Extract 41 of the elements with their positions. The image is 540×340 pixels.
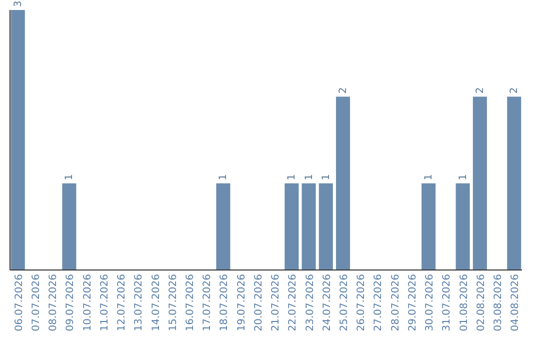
- data-label: 2: [474, 87, 486, 94]
- data-label: 3: [12, 0, 24, 7]
- x-tick-label: 29.07.2026: [407, 274, 418, 332]
- x-tick-label: 12.07.2026: [116, 274, 128, 332]
- x-tick-label: 30.07.2026: [424, 274, 436, 332]
- x-tick-label: 26.07.2026: [356, 274, 368, 332]
- data-label: 1: [424, 174, 435, 180]
- data-label: 1: [218, 174, 230, 180]
- x-tick-label: 07.07.2026: [30, 274, 42, 332]
- x-tick-label: 03.08.2026: [493, 274, 504, 332]
- x-tick-label: 20.07.2026: [253, 274, 264, 332]
- x-tick-label: 04.08.2026: [510, 274, 522, 332]
- x-tick-label: 17.07.2026: [202, 274, 214, 332]
- x-tick-label: 19.07.2026: [236, 274, 248, 332]
- x-tick-label: 08.07.2026: [48, 274, 60, 332]
- x-tick-label: 10.07.2026: [82, 274, 94, 332]
- x-tick-label: 22.07.2026: [288, 274, 299, 332]
- data-label: 1: [320, 174, 332, 180]
- x-tick-label: 09.07.2026: [65, 274, 76, 332]
- x-tick-label: 28.07.2026: [390, 274, 402, 332]
- x-tick-label: 13.07.2026: [134, 274, 145, 332]
- x-tick-label: 23.07.2026: [304, 274, 316, 332]
- x-tick-label: 01.08.2026: [458, 274, 470, 332]
- x-tick-label: 27.07.2026: [373, 274, 384, 332]
- data-label: 1: [286, 174, 298, 180]
- x-tick-label: 15.07.2026: [168, 274, 179, 332]
- x-tick-label: 11.07.2026: [99, 274, 110, 332]
- x-tick-label: 21.07.2026: [270, 274, 282, 332]
- x-tick-label: 31.07.2026: [442, 274, 453, 332]
- x-tick-label: 18.07.2026: [219, 274, 230, 332]
- x-tick-label: 06.07.2026: [14, 274, 25, 332]
- data-label: 1: [64, 174, 76, 180]
- x-tick-label: 24.07.2026: [322, 274, 333, 332]
- x-tick-label: 16.07.2026: [184, 274, 196, 332]
- x-tick-label: 14.07.2026: [150, 274, 162, 332]
- data-label: 2: [509, 87, 520, 94]
- data-label: 1: [304, 174, 315, 180]
- data-label: 2: [338, 87, 350, 94]
- data-label: 1: [458, 174, 469, 180]
- x-tick-label: 02.08.2026: [476, 274, 487, 332]
- x-tick-label: 25.07.2026: [339, 274, 350, 332]
